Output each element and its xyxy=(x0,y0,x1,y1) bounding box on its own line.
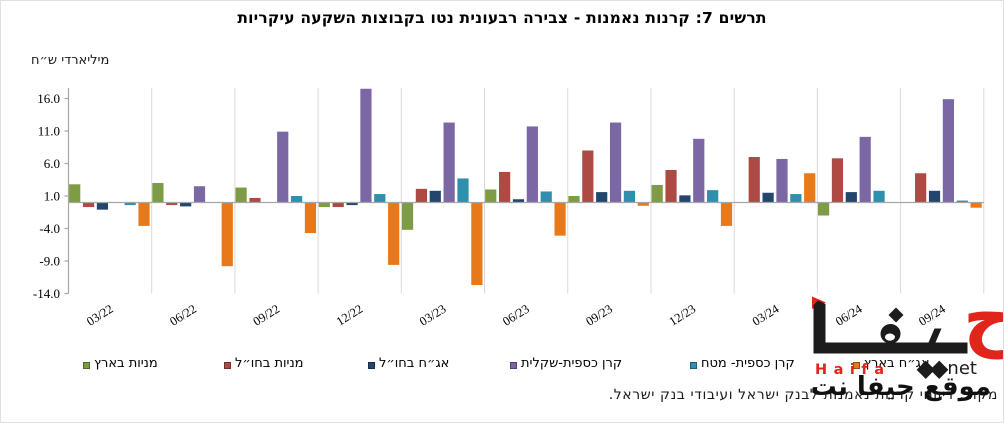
bar xyxy=(720,202,733,226)
bar xyxy=(360,88,372,203)
bar xyxy=(831,158,844,203)
legend-swatch xyxy=(510,362,517,369)
legend-label: מניות בחו״ל xyxy=(235,356,304,371)
bar xyxy=(235,187,247,203)
bar xyxy=(873,190,885,203)
bar xyxy=(554,202,566,236)
legend-label: קרן כספית-שקלית xyxy=(521,356,623,371)
bar xyxy=(471,202,483,286)
bar xyxy=(443,122,455,203)
y-tick-label: -14.0 xyxy=(33,286,60,301)
bar xyxy=(942,99,954,203)
bar xyxy=(596,192,608,203)
bar xyxy=(665,170,677,203)
bar xyxy=(193,186,206,203)
bar xyxy=(290,196,303,203)
legend-swatch xyxy=(690,362,697,369)
legend-label: אג״ח בארץ xyxy=(864,356,930,371)
legend-swatch xyxy=(368,362,375,369)
bar xyxy=(318,202,330,208)
y-tick-label: 6.0 xyxy=(44,156,60,171)
bar xyxy=(512,199,525,203)
x-category-label: 06/24 xyxy=(833,301,865,328)
legend-swatch xyxy=(853,362,860,369)
bar xyxy=(138,202,150,226)
bar xyxy=(679,195,691,203)
bar xyxy=(96,202,109,210)
chart-title: תרשים 7: קרנות נאמנות - צבירה רבעונית נט… xyxy=(237,9,767,27)
bar xyxy=(69,184,81,203)
bar xyxy=(776,158,788,203)
bar xyxy=(845,192,857,203)
bar xyxy=(693,138,705,203)
bar xyxy=(707,190,719,203)
bar xyxy=(401,202,414,230)
bar xyxy=(526,126,538,203)
bar xyxy=(790,194,802,203)
legend-label: אג״ח בחו״ל xyxy=(379,356,450,371)
bar xyxy=(304,202,317,234)
bar xyxy=(651,184,663,203)
bar xyxy=(540,191,552,203)
bar xyxy=(499,171,511,203)
bar xyxy=(956,200,968,203)
bar xyxy=(388,202,400,265)
bar xyxy=(221,202,233,267)
bar xyxy=(415,188,428,203)
bar xyxy=(277,131,289,203)
bar xyxy=(180,202,192,207)
legend-swatch xyxy=(224,362,231,369)
bar xyxy=(609,122,622,203)
bar xyxy=(429,190,441,203)
bar xyxy=(82,202,95,208)
bar xyxy=(623,190,636,203)
x-category-label: 12/23 xyxy=(667,302,699,329)
bar xyxy=(817,202,830,216)
x-category-label: 09/24 xyxy=(916,301,948,328)
x-category-label: 09/23 xyxy=(583,302,615,329)
source-note: מקור: דיווחי קרנות נאמנות לבנק ישראל ועי… xyxy=(608,387,998,403)
y-tick-label: -9.0 xyxy=(39,254,60,269)
bar xyxy=(915,173,927,203)
y-tick-label: 16.0 xyxy=(37,91,60,106)
bar xyxy=(485,189,497,203)
x-category-label: 03/22 xyxy=(84,302,116,329)
bar xyxy=(124,202,136,206)
legend-swatch xyxy=(83,362,90,369)
bar xyxy=(762,192,774,203)
bar xyxy=(748,157,760,203)
y-tick-label: 1.0 xyxy=(44,189,60,204)
x-category-label: 09/22 xyxy=(251,302,283,329)
x-category-label: 03/23 xyxy=(417,302,449,329)
bar xyxy=(928,190,941,203)
bar xyxy=(637,202,649,206)
x-category-label: 03/24 xyxy=(750,301,782,328)
bar xyxy=(568,196,580,203)
bar xyxy=(332,202,344,208)
bar xyxy=(346,202,358,206)
bar xyxy=(582,150,594,203)
x-category-label: 06/23 xyxy=(500,302,532,329)
legend-label: מניות בארץ xyxy=(94,356,158,371)
bar xyxy=(152,183,164,203)
y-tick-label: -4.0 xyxy=(39,221,60,236)
bar xyxy=(457,178,469,203)
bar xyxy=(970,202,982,208)
bar xyxy=(804,173,816,203)
bar xyxy=(374,194,386,203)
bar xyxy=(166,202,178,206)
y-axis-title: מיליארדי ש״ח xyxy=(31,53,110,68)
x-category-label: 12/22 xyxy=(334,302,366,329)
x-category-label: 06/22 xyxy=(167,302,199,329)
bar xyxy=(249,197,261,203)
legend-label: קרן כספית- מטח xyxy=(701,356,795,371)
bar xyxy=(859,136,871,203)
y-tick-label: 11.0 xyxy=(38,124,60,139)
